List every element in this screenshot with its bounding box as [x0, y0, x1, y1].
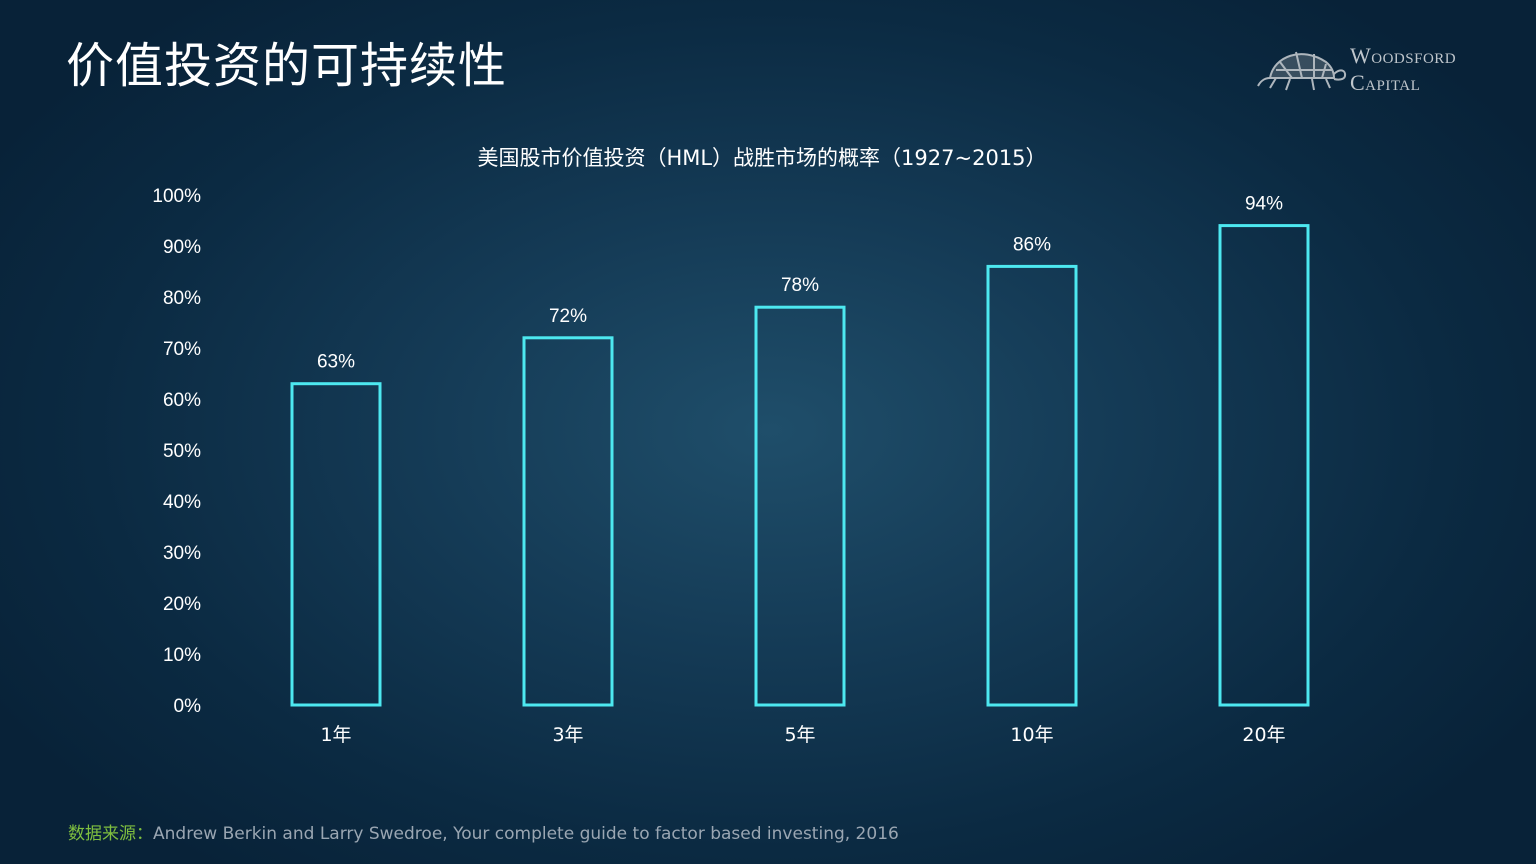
y-tick-label: 30%: [163, 543, 201, 564]
data-label: 72%: [549, 306, 587, 327]
x-tick-label: 10年: [1010, 724, 1053, 746]
source-label: 数据来源：: [68, 824, 153, 844]
bar: [522, 336, 614, 707]
x-axis: 1年 3年 5年 10年 20年: [320, 724, 1285, 746]
data-label: 94%: [1245, 194, 1283, 215]
bar: [986, 264, 1078, 707]
y-axis: 0% 10% 20% 30% 40% 50% 60% 70% 80% 90% 100%: [152, 186, 201, 717]
bar: [754, 305, 846, 707]
y-tick-label: 70%: [163, 339, 201, 360]
y-tick-label: 100%: [152, 186, 201, 207]
logo-name: Woodsford: [1350, 43, 1457, 68]
source-text: Andrew Berkin and Larry Swedroe, Your co…: [153, 824, 899, 844]
tortoise-icon: [1257, 51, 1347, 91]
y-tick-label: 50%: [163, 441, 201, 462]
bars: 63% 72% 78% 86% 94%: [290, 194, 1310, 707]
data-label: 78%: [781, 275, 819, 296]
company-logo: Woodsford Capital: [1256, 42, 1506, 98]
slide-title: 价值投资的可持续性: [66, 38, 508, 94]
y-tick-label: 90%: [163, 237, 201, 258]
y-tick-label: 10%: [163, 645, 201, 666]
bar: [1218, 224, 1310, 707]
logo-subname: Capital: [1350, 70, 1421, 95]
y-tick-label: 0%: [174, 696, 202, 717]
x-tick-label: 3年: [552, 724, 583, 746]
data-label: 63%: [317, 352, 355, 373]
y-tick-label: 60%: [163, 390, 201, 411]
bar-chart: 美国股市价值投资（HML）战胜市场的概率（1927~2015） 0% 10% 20%…: [152, 146, 1310, 746]
data-label: 86%: [1013, 234, 1051, 255]
y-tick-label: 80%: [163, 288, 201, 309]
data-source: 数据来源：Andrew Berkin and Larry Swedroe, Yo…: [68, 819, 899, 844]
y-tick-label: 40%: [163, 492, 201, 513]
y-tick-label: 20%: [163, 594, 201, 615]
x-tick-label: 20年: [1242, 724, 1285, 746]
x-tick-label: 1年: [320, 724, 351, 746]
x-tick-label: 5年: [784, 724, 815, 746]
chart-title: 美国股市价值投资（HML）战胜市场的概率（1927~2015）: [477, 146, 1046, 170]
bar: [290, 382, 382, 707]
